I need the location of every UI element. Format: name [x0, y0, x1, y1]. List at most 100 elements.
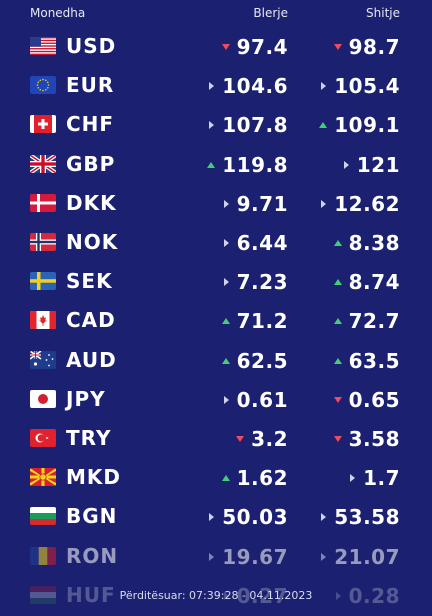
- ch-flag-icon: [30, 115, 56, 134]
- currency-code: GBP: [66, 151, 116, 176]
- sell-rate-cell: 98.7: [333, 34, 400, 60]
- trend-up-icon: [333, 317, 342, 325]
- buy-rate-cell: 62.5: [221, 348, 288, 374]
- currency-code: JPY: [66, 386, 106, 411]
- sell-rate-value: 72.7: [348, 309, 400, 334]
- trend-unchanged-icon: [334, 591, 342, 600]
- currency-code: HUF: [66, 582, 116, 607]
- buy-rate-value: 3.2: [251, 427, 288, 451]
- sell-rate-value: 21.07: [334, 544, 400, 569]
- currency-row-try: TRY 3.2 3.58: [0, 420, 432, 459]
- sell-rate-value: 98.7: [348, 35, 400, 59]
- hu-flag-icon: [30, 585, 56, 604]
- trend-down-icon: [333, 396, 342, 404]
- bg-flag-icon: [30, 507, 56, 526]
- trend-down-icon: [333, 43, 342, 51]
- currency-code: TRY: [66, 426, 112, 450]
- sell-rate-cell: 121: [342, 152, 400, 178]
- trend-unchanged-icon: [207, 121, 215, 130]
- ro-flag-icon: [30, 546, 56, 565]
- buy-rate-cell: 0.27: [222, 583, 288, 609]
- currency-row-mkd: MKD 1.62 1.7: [0, 459, 432, 498]
- trend-up-icon: [333, 357, 342, 365]
- dk-flag-icon: [30, 193, 56, 212]
- buy-rate-value: 7.23: [236, 270, 288, 295]
- currency-code: EUR: [66, 73, 115, 98]
- trend-unchanged-icon: [222, 239, 230, 247]
- currency-row-aud: AUD 62.5 63.5: [0, 342, 432, 381]
- currency-code: USD: [66, 34, 117, 58]
- currency-code: DKK: [66, 190, 117, 215]
- sell-rate-value: 0.28: [348, 583, 400, 608]
- last-updated-text: Përditësuar: 07:39:28 - 04.11.2023: [119, 589, 313, 602]
- currency-row-eur: EUR 104.6 105.4: [0, 67, 432, 106]
- trend-unchanged-icon: [222, 591, 230, 600]
- sell-rate-cell: 109.1: [319, 112, 400, 138]
- se-flag-icon: [30, 272, 56, 291]
- buy-rate-cell: 50.03: [207, 504, 288, 530]
- currency-row-gbp: GBP 119.8 121: [0, 146, 432, 185]
- currency-code: RON: [66, 543, 119, 568]
- buy-rate-value: 62.5: [236, 348, 288, 373]
- ca-flag-icon: [30, 311, 56, 330]
- trend-up-icon: [207, 161, 216, 169]
- currency-code: MKD: [66, 465, 122, 490]
- jp-flag-icon: [30, 389, 56, 408]
- sell-rate-cell: 3.58: [333, 426, 400, 452]
- currency-code: CAD: [66, 308, 116, 333]
- trend-down-icon: [333, 435, 342, 443]
- trend-up-icon: [221, 357, 230, 365]
- trend-unchanged-icon: [222, 199, 230, 208]
- sell-rate-cell: 63.5: [333, 348, 400, 374]
- mk-flag-icon: [30, 468, 56, 487]
- sell-rate-cell: 8.74: [333, 269, 400, 295]
- sell-rate-value: 109.1: [334, 113, 400, 138]
- currency-code: BGN: [66, 504, 118, 529]
- sell-rate-value: 12.62: [334, 191, 400, 216]
- trend-up-icon: [319, 121, 328, 129]
- trend-unchanged-icon: [348, 474, 356, 483]
- currency-row-chf: CHF 107.8 109.1: [0, 106, 432, 145]
- buy-rate-cell: 1.62: [221, 465, 288, 491]
- sell-rate-value: 3.58: [348, 427, 400, 451]
- au-flag-icon: [30, 350, 56, 369]
- no-flag-icon: [30, 233, 56, 251]
- trend-unchanged-icon: [222, 278, 230, 287]
- gb-flag-icon: [30, 154, 56, 173]
- sell-rate-cell: 53.58: [319, 504, 400, 530]
- trend-unchanged-icon: [207, 552, 215, 561]
- sell-rate-cell: 105.4: [319, 73, 400, 99]
- buy-rate-value: 97.4: [236, 35, 288, 59]
- buy-rate-value: 50.03: [222, 505, 288, 530]
- trend-unchanged-icon: [342, 160, 350, 169]
- sell-rate-value: 63.5: [348, 348, 400, 373]
- currency-code: NOK: [66, 230, 119, 254]
- buy-rate-value: 71.2: [236, 309, 288, 334]
- table-header: Monedha Blerje Shitje: [0, 0, 432, 24]
- currency-row-sek: SEK 7.23 8.74: [0, 263, 432, 302]
- buy-rate-cell: 3.2: [236, 426, 288, 452]
- buy-rate-value: 119.8: [222, 152, 288, 177]
- buy-rate-value: 1.62: [236, 466, 288, 491]
- eu-flag-icon: [30, 76, 56, 95]
- trend-unchanged-icon: [222, 395, 230, 404]
- column-header-buy: Blerje: [253, 6, 288, 20]
- buy-rate-value: 107.8: [222, 113, 288, 138]
- sell-rate-value: 105.4: [334, 74, 400, 99]
- sell-rate-value: 8.74: [348, 270, 400, 295]
- buy-rate-cell: 107.8: [207, 112, 288, 138]
- buy-rate-value: 9.71: [236, 191, 288, 216]
- trend-down-icon: [221, 43, 230, 51]
- buy-rate-cell: 0.61: [222, 387, 288, 413]
- trend-unchanged-icon: [319, 552, 327, 561]
- sell-rate-cell: 12.62: [319, 191, 400, 217]
- sell-rate-value: 0.65: [348, 387, 400, 412]
- us-flag-icon: [30, 37, 56, 55]
- buy-rate-cell: 97.4: [221, 34, 288, 60]
- currency-code: CHF: [66, 112, 115, 137]
- currency-row-huf: HUF 0.27 0.28: [0, 577, 432, 616]
- trend-up-icon: [221, 317, 230, 325]
- currency-row-cad: CAD 71.2 72.7: [0, 302, 432, 341]
- trend-unchanged-icon: [207, 513, 215, 522]
- trend-unchanged-icon: [207, 82, 215, 91]
